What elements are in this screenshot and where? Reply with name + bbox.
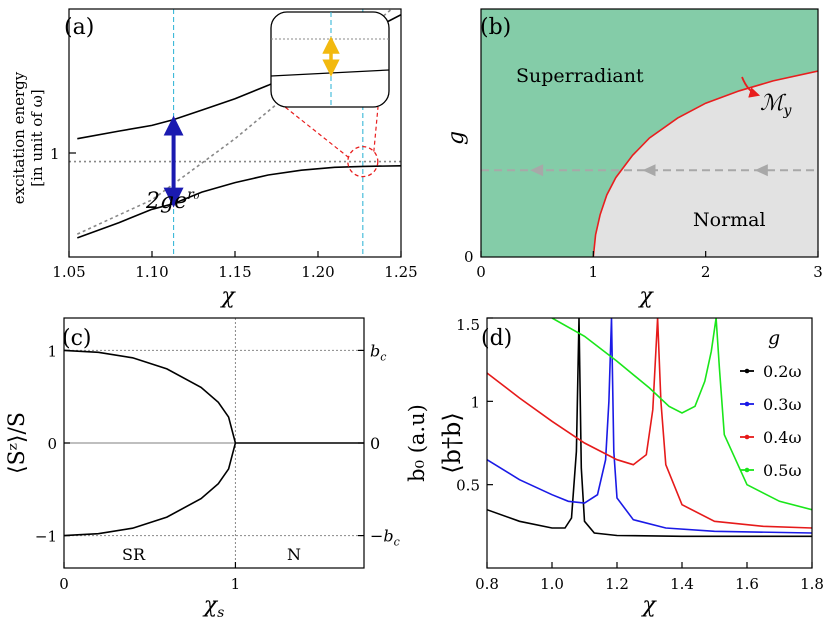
panel-c-guides bbox=[64, 318, 364, 568]
zoom-circle bbox=[347, 145, 379, 178]
gap-annotation: 2ger₀ bbox=[145, 187, 200, 214]
legend-marker-1 bbox=[744, 401, 750, 407]
superradiant-label: Superradiant bbox=[516, 65, 644, 87]
legend-label-2: 0.4ω bbox=[763, 428, 802, 447]
n-label: N bbox=[287, 545, 301, 564]
panel-c-rtick-2: bc bbox=[370, 341, 386, 363]
gray-arrowhead-2 bbox=[754, 164, 768, 177]
gray-arrows bbox=[481, 164, 818, 177]
panel-d-xtick-4: 1.6 bbox=[735, 575, 759, 593]
panel-d-frame bbox=[486, 317, 813, 569]
panel-b-ytick-0: 0 bbox=[464, 248, 474, 266]
zoom-connector-right bbox=[373, 106, 379, 152]
panel-a-xlabel: χ bbox=[219, 284, 236, 309]
legend-marker-0 bbox=[744, 368, 750, 374]
normal-region bbox=[593, 71, 818, 257]
phase-boundary bbox=[592, 70, 818, 257]
panel-c-xtick-1: 1 bbox=[231, 575, 241, 593]
panel-d-curves bbox=[487, 318, 812, 538]
panel-d: 0.8 1.0 1.2 1.4 1.6 1.8 0.5 1 1.5 χ ⟨b†b⟩ (d) g… bbox=[438, 316, 824, 618]
panel-d-ylabel: ⟨b†b⟩ bbox=[438, 412, 466, 473]
panel-a-xtick-1: 1.10 bbox=[135, 263, 168, 281]
panel-b-label: (b) bbox=[480, 15, 511, 40]
panel-d-series-0 bbox=[487, 318, 812, 538]
panel-d-series-2 bbox=[487, 318, 812, 529]
zoom-connector-left bbox=[284, 106, 350, 159]
panel-a-series-1 bbox=[77, 165, 401, 239]
panel-b-xtick-3: 3 bbox=[813, 263, 823, 281]
panel-d-xtick-0: 0.8 bbox=[475, 575, 499, 593]
panel-a-ytick-1: 1 bbox=[50, 145, 60, 163]
legend-label-0: 0.2ω bbox=[763, 362, 802, 381]
panel-c-xlabel: χs bbox=[202, 593, 225, 621]
panel-b-x-ticks: 0 1 2 3 bbox=[476, 251, 823, 281]
panel-a-xtick-2: 1.15 bbox=[218, 263, 251, 281]
panel-b-xtick-2: 2 bbox=[701, 263, 711, 281]
panel-a-xtick-3: 1.20 bbox=[301, 263, 334, 281]
panel-b-ylabel: g bbox=[444, 131, 469, 145]
panel-d-xtick-2: 1.2 bbox=[605, 575, 629, 593]
panel-d-y-ticks: 0.5 1 1.5 bbox=[456, 316, 493, 495]
panel-a-series-3 bbox=[76, 9, 394, 235]
zoom-inset bbox=[270, 11, 390, 108]
panel-b-xtick-0: 0 bbox=[476, 263, 486, 281]
panel-d-label: (d) bbox=[481, 326, 512, 351]
legend-marker-3 bbox=[744, 467, 750, 473]
panel-c-ytick-2: 1 bbox=[47, 342, 57, 360]
my-curve-label: ℳy bbox=[760, 91, 793, 119]
legend-label-1: 0.3ω bbox=[763, 395, 802, 414]
panel-c-rtick-0: −bc bbox=[370, 527, 400, 549]
panel-c-ytick-1: 0 bbox=[47, 435, 57, 453]
panel-d-ytick-2: 1.5 bbox=[456, 316, 480, 334]
panel-c-ylabel-left: ⟨Sᶻ⟩/S bbox=[5, 412, 30, 474]
panel-b: 0 1 2 3 0 χ g (b) Superradiant Normal ℳy bbox=[444, 8, 823, 309]
panel-b-xtick-1: 1 bbox=[589, 263, 599, 281]
panel-a-label: (a) bbox=[64, 15, 94, 40]
panel-c-ylabel-right: b₀ (a.u) bbox=[405, 404, 429, 482]
legend-label-3: 0.5ω bbox=[763, 461, 802, 480]
legend-marker-2 bbox=[744, 434, 750, 440]
legend-title: g bbox=[768, 327, 780, 349]
panel-c-ytick-0: −1 bbox=[35, 528, 57, 546]
panel-c-left-ticks: −1 0 1 bbox=[35, 342, 70, 546]
panel-c-xtick-0: 0 bbox=[59, 575, 69, 593]
panel-b-xlabel: χ bbox=[637, 284, 654, 309]
panel-b-frame bbox=[480, 8, 819, 258]
gray-arrowhead-1 bbox=[642, 164, 656, 177]
panel-a-xtick-0: 1.05 bbox=[52, 263, 85, 281]
panel-c-series-0 bbox=[63, 349, 237, 444]
panel-a-x-ticks: 1.05 1.10 1.15 1.20 1.25 bbox=[52, 251, 418, 281]
panel-a-ylabel-line1: excitation energy bbox=[10, 71, 28, 204]
my-curve-arrow bbox=[741, 76, 761, 98]
panel-d-x-ticks: 0.8 1.0 1.2 1.4 1.6 1.8 bbox=[475, 562, 824, 593]
panel-d-xtick-5: 1.8 bbox=[800, 575, 824, 593]
panel-c-rtick-1: 0 bbox=[370, 434, 380, 453]
panel-c-label: (c) bbox=[62, 326, 92, 351]
panel-c-curves bbox=[63, 349, 364, 537]
panel-c-series-1 bbox=[63, 442, 237, 537]
panel-d-xtick-1: 1.0 bbox=[540, 575, 564, 593]
sr-label: SR bbox=[122, 545, 146, 564]
panel-a-xtick-4: 1.25 bbox=[384, 263, 417, 281]
normal-label: Normal bbox=[693, 209, 766, 231]
panel-c-right-ticks: −bc 0 bc bbox=[358, 341, 400, 549]
panel-d-ytick-0: 0.5 bbox=[456, 477, 480, 495]
gray-arrowhead-0 bbox=[530, 164, 544, 177]
panel-d-xlabel: χ bbox=[640, 593, 657, 618]
panel-d-series-3 bbox=[551, 318, 812, 511]
panel-d-xtick-3: 1.4 bbox=[670, 575, 694, 593]
legend: 0.2ω 0.3ω 0.4ω 0.5ω bbox=[740, 362, 802, 480]
panel-a-ylabel-line2: [in unit of ω] bbox=[28, 89, 46, 186]
panel-d-ytick-1: 1 bbox=[470, 393, 480, 411]
panel-a: 1.05 1.10 1.15 1.20 1.25 1 χ excitation ener… bbox=[10, 8, 418, 309]
panel-d-series-1 bbox=[487, 318, 812, 534]
